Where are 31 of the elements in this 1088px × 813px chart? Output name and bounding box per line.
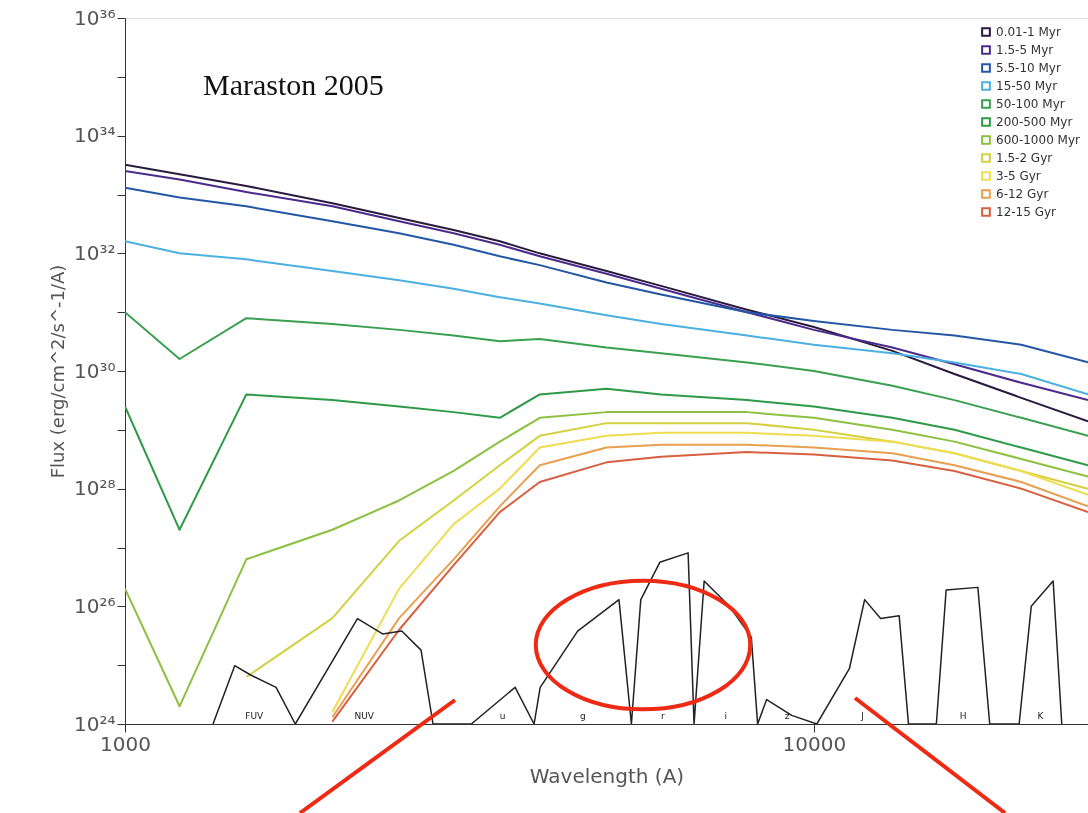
legend-label: 600-1000 Myr: [996, 133, 1081, 147]
y-tick-label: 10³⁰: [74, 358, 116, 383]
annotation: z: [784, 711, 790, 721]
x-axis-title: Wavelength (A): [529, 763, 685, 788]
legend-label: 50-100 Myr: [996, 97, 1065, 111]
y-tick-label: 10³⁴: [74, 123, 116, 148]
y-tick-label: 10³²: [74, 240, 116, 265]
annotation: i: [724, 711, 728, 721]
legend-label: 5.5-10 Myr: [996, 61, 1061, 75]
legend-label: 200-500 Myr: [996, 115, 1073, 129]
y-axis-title: Flux (erg/cm^2/s^-1/A): [47, 264, 69, 479]
legend-label: 1.5-5 Myr: [996, 43, 1054, 57]
annotation: u: [499, 711, 506, 721]
legend-label: 12-15 Gyr: [996, 205, 1057, 219]
y-tick-label: 10²⁸: [74, 476, 116, 501]
legend-label: 15-50 Myr: [996, 79, 1058, 93]
annotation: J: [860, 711, 864, 721]
annotation: Maraston 2005: [203, 68, 384, 101]
annotation: NUV: [354, 711, 375, 721]
annotation: FUV: [245, 711, 264, 721]
annotation: K: [1037, 711, 1045, 721]
legend-label: 6-12 Gyr: [996, 187, 1049, 201]
legend-label: 0.01-1 Myr: [996, 25, 1061, 39]
annotation: H: [959, 711, 967, 721]
legend-label: 3-5 Gyr: [996, 169, 1041, 183]
y-tick-label: 10³⁶: [74, 5, 116, 30]
annotation: r: [660, 711, 665, 721]
x-tick-label: 10000: [782, 731, 847, 756]
legend-label: 1.5-2 Gyr: [996, 151, 1053, 165]
annotation: g: [579, 711, 586, 721]
y-tick-label: 10²⁶: [74, 593, 116, 618]
